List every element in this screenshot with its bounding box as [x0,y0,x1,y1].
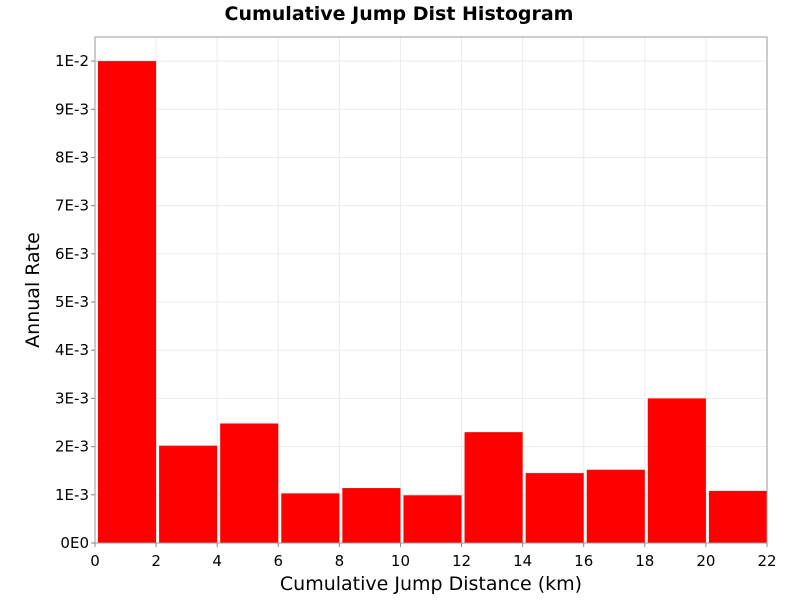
y-tick-label: 2E-3 [55,438,89,456]
y-tick-label: 1E-3 [55,486,89,504]
x-tick-label: 10 [391,552,410,570]
x-tick-label: 8 [335,552,345,570]
x-tick-label: 22 [757,552,776,570]
y-tick-label: 7E-3 [55,197,89,215]
x-axis-label: Cumulative Jump Distance (km) [280,573,582,595]
bars [98,61,767,543]
y-tick-label: 3E-3 [55,389,89,407]
bar [403,495,462,543]
x-tick-label: 4 [212,552,222,570]
bar [708,490,767,543]
y-tick-label: 5E-3 [55,293,89,311]
bar [98,61,157,543]
y-tick-label: 8E-3 [55,148,89,166]
y-axis-label: Annual Rate [22,232,44,348]
y-tick-label: 4E-3 [55,341,89,359]
chart-title: Cumulative Jump Dist Histogram [225,3,574,25]
y-tick-label: 9E-3 [55,100,89,118]
x-tick-label: 6 [273,552,283,570]
x-tick-label: 20 [696,552,715,570]
bar [220,423,279,543]
y-tick-label: 0E0 [60,534,89,552]
x-axis: 0 2 4 6 8 10 12 14 16 18 20 22 [90,543,777,570]
y-axis: 0E0 1E-3 2E-3 3E-3 4E-3 5E-3 6E-3 7E-3 8E-3 9E-3 1… [55,52,95,552]
bar [647,398,706,543]
bar [281,493,340,543]
bar [159,445,218,543]
x-tick-label: 0 [90,552,100,570]
bar [464,432,523,543]
bar [586,469,645,543]
x-tick-label: 18 [635,552,654,570]
x-tick-label: 14 [513,552,532,570]
plot-frame [94,36,768,544]
y-tick-label: 1E-2 [55,52,89,70]
y-tick-label: 6E-3 [55,245,89,263]
bar [525,473,584,543]
x-tick-label: 16 [574,552,593,570]
x-tick-label: 2 [151,552,161,570]
x-tick-label: 12 [452,552,471,570]
bar [342,488,401,543]
